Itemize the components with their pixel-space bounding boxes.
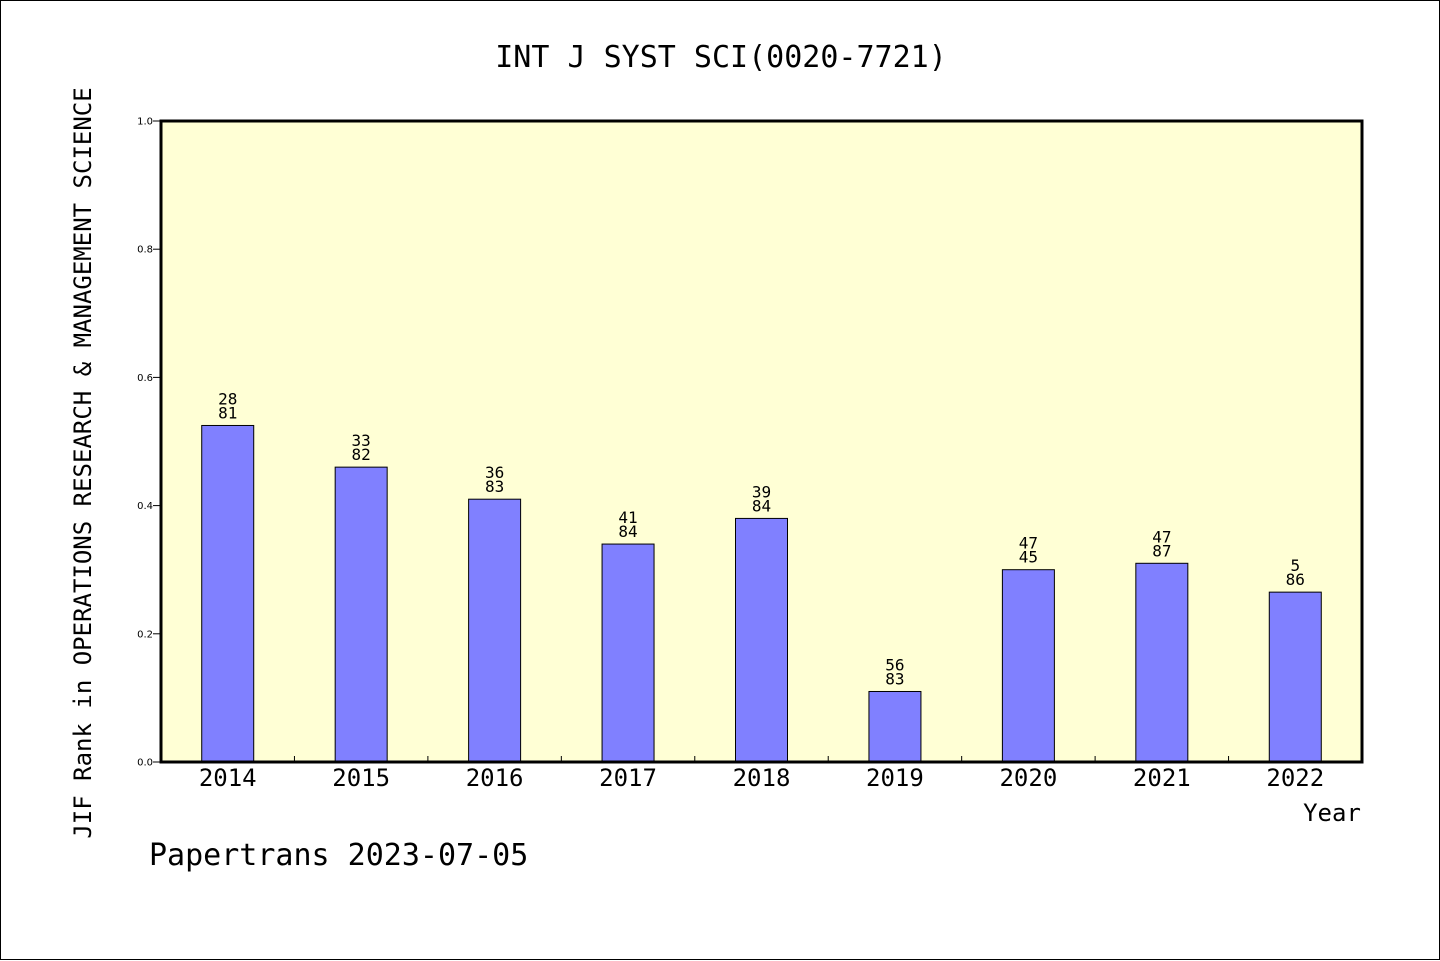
x-tick-label: 2020 <box>999 764 1057 792</box>
x-tick-label: 2015 <box>332 764 390 792</box>
data-label-rank: 39 <box>752 482 771 501</box>
footer-text: Papertrans 2023-07-05 <box>149 838 528 873</box>
bars <box>201 424 1322 763</box>
bar <box>601 543 655 763</box>
data-label-total: 86 <box>1286 570 1305 589</box>
data-label-rank: 36 <box>485 463 504 482</box>
bar <box>735 517 788 763</box>
bar <box>868 690 922 763</box>
bar <box>1001 569 1055 763</box>
data-label-rank: 28 <box>218 389 237 408</box>
y-tick-label: 0.8 <box>137 245 153 256</box>
data-label-rank: 47 <box>1019 534 1038 553</box>
x-tick-label: 2022 <box>1266 764 1324 792</box>
bar <box>468 498 522 763</box>
bar <box>1135 562 1189 763</box>
y-axis-label: JIF Rank in OPERATIONS RESEARCH & MANAGE… <box>69 87 97 838</box>
data-label-rank: 47 <box>1152 527 1171 546</box>
data-label-rank: 5 <box>1290 556 1300 575</box>
data-label-total: 82 <box>352 445 371 464</box>
data-label-rank: 56 <box>885 655 904 674</box>
plot-border <box>159 119 1364 764</box>
x-axis-label: Year <box>1303 799 1361 827</box>
data-label-rank: 41 <box>618 508 637 527</box>
y-tick-label: 0.6 <box>137 373 153 384</box>
x-tick-label: 2018 <box>733 764 791 792</box>
bar <box>1268 591 1322 763</box>
y-tick-label: 0.2 <box>137 629 153 640</box>
data-label-total: 84 <box>618 522 637 541</box>
data-label-total: 45 <box>1019 548 1038 567</box>
x-tick-label: 2017 <box>599 764 657 792</box>
x-tick-label: 2014 <box>199 764 257 792</box>
y-tick-label: 0.0 <box>137 758 153 769</box>
x-tick-label: 2019 <box>866 764 924 792</box>
data-label-total: 84 <box>752 496 771 515</box>
data-label-total: 81 <box>218 403 237 422</box>
bar <box>334 466 388 763</box>
x-axis: 2014 2015 2016 2017 2018 2019 2020 2021 2022 <box>199 756 1324 792</box>
y-axis: 0.0 0.2 0.4 0.6 0.8 1.0 <box>137 117 161 769</box>
data-label-total: 83 <box>885 669 904 688</box>
y-tick-label: 0.4 <box>137 501 153 512</box>
y-tick-label: 1.0 <box>137 117 153 128</box>
bar <box>201 424 255 763</box>
x-tick-label: 2016 <box>466 764 524 792</box>
x-tick-label: 2021 <box>1133 764 1191 792</box>
chart-title: INT J SYST SCI(0020-7721) <box>495 40 947 75</box>
data-label-rank: 33 <box>352 431 371 450</box>
data-label-total: 87 <box>1152 541 1171 560</box>
data-label-total: 83 <box>485 477 504 496</box>
